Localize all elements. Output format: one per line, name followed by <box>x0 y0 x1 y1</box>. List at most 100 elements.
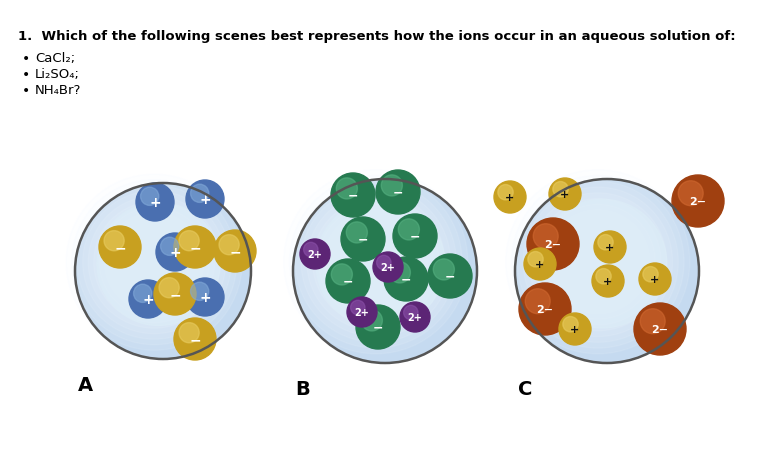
Text: +: + <box>650 274 660 285</box>
Circle shape <box>301 188 450 337</box>
Text: −: − <box>189 240 201 254</box>
Circle shape <box>559 313 591 345</box>
Circle shape <box>428 254 472 299</box>
Circle shape <box>141 188 159 206</box>
Circle shape <box>640 309 665 334</box>
Circle shape <box>284 170 468 354</box>
Circle shape <box>156 234 194 272</box>
Text: 2+: 2+ <box>380 262 395 272</box>
Text: +: + <box>570 324 580 334</box>
Text: −: − <box>393 186 403 199</box>
Circle shape <box>373 253 403 282</box>
Circle shape <box>494 182 526 213</box>
Circle shape <box>562 317 578 332</box>
Circle shape <box>300 239 330 269</box>
Text: +: + <box>142 292 154 306</box>
Circle shape <box>534 199 661 325</box>
Text: 2−: 2− <box>537 304 554 314</box>
Text: B: B <box>296 379 310 398</box>
Circle shape <box>384 258 428 301</box>
Text: NH₄Br?: NH₄Br? <box>35 84 82 97</box>
Circle shape <box>398 219 419 240</box>
Circle shape <box>160 238 179 256</box>
Circle shape <box>296 182 457 343</box>
Text: 2−: 2− <box>545 239 562 249</box>
Circle shape <box>527 252 543 267</box>
Circle shape <box>400 302 430 332</box>
Circle shape <box>75 184 251 359</box>
Text: 2+: 2+ <box>408 312 422 322</box>
Circle shape <box>293 179 477 363</box>
Circle shape <box>549 179 581 211</box>
Circle shape <box>519 283 571 335</box>
Circle shape <box>643 267 658 282</box>
Circle shape <box>672 175 724 227</box>
Circle shape <box>553 182 568 198</box>
Circle shape <box>324 211 428 314</box>
Text: CaCl₂;: CaCl₂; <box>35 52 75 65</box>
Text: 2−: 2− <box>651 324 668 334</box>
Circle shape <box>540 205 655 320</box>
Text: −: − <box>410 230 420 243</box>
Text: A: A <box>78 375 93 394</box>
Text: +: + <box>560 189 569 199</box>
Text: 2+: 2+ <box>307 249 322 259</box>
Circle shape <box>533 224 558 249</box>
Text: −: − <box>189 332 201 346</box>
Circle shape <box>99 226 141 268</box>
Text: C: C <box>518 379 532 398</box>
Circle shape <box>307 193 445 331</box>
Text: +: + <box>506 193 514 202</box>
Circle shape <box>639 263 671 295</box>
Text: •: • <box>22 84 30 98</box>
Circle shape <box>104 231 124 251</box>
Circle shape <box>356 305 400 349</box>
Circle shape <box>303 243 318 257</box>
Circle shape <box>393 215 437 258</box>
Circle shape <box>154 273 196 315</box>
Circle shape <box>186 180 224 219</box>
Text: +: + <box>199 290 211 304</box>
Circle shape <box>336 179 357 199</box>
Circle shape <box>100 208 209 318</box>
Text: −: − <box>114 240 126 254</box>
Text: −: − <box>358 233 368 246</box>
Circle shape <box>93 202 215 323</box>
Circle shape <box>289 176 462 348</box>
Circle shape <box>596 269 612 284</box>
Circle shape <box>186 278 224 316</box>
Circle shape <box>77 186 231 340</box>
Circle shape <box>592 265 624 297</box>
Circle shape <box>634 304 686 355</box>
Circle shape <box>174 318 216 360</box>
Circle shape <box>523 188 672 337</box>
Text: +: + <box>604 276 612 286</box>
Circle shape <box>506 170 690 354</box>
Circle shape <box>341 217 385 262</box>
Circle shape <box>346 222 367 244</box>
Circle shape <box>517 182 678 343</box>
Circle shape <box>546 211 650 314</box>
Circle shape <box>376 170 420 215</box>
Circle shape <box>527 219 579 271</box>
Text: +: + <box>535 259 545 269</box>
Circle shape <box>598 235 613 250</box>
Text: Li₂SO₄;: Li₂SO₄; <box>35 68 80 81</box>
Circle shape <box>179 323 199 343</box>
Circle shape <box>347 297 377 327</box>
Circle shape <box>433 259 454 281</box>
Circle shape <box>318 205 433 320</box>
Circle shape <box>159 278 179 298</box>
Circle shape <box>97 203 220 326</box>
Circle shape <box>316 200 445 328</box>
Text: +: + <box>199 193 211 207</box>
Circle shape <box>88 197 220 328</box>
Circle shape <box>82 191 226 334</box>
Text: −: − <box>343 275 353 288</box>
Circle shape <box>381 175 402 197</box>
Circle shape <box>136 184 174 221</box>
Circle shape <box>326 259 370 304</box>
Text: 2+: 2+ <box>355 307 370 318</box>
Circle shape <box>174 226 216 268</box>
Circle shape <box>512 176 684 348</box>
